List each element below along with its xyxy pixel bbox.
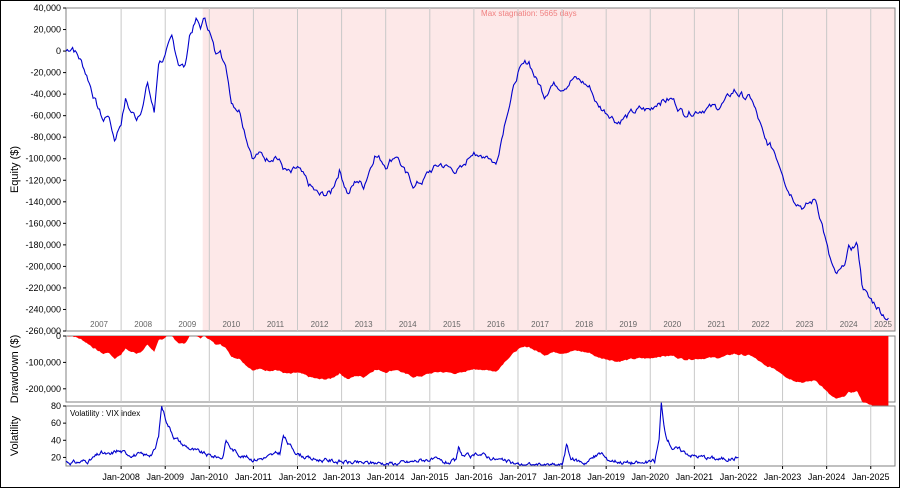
y-axis-label: Drawdown ($): [9, 335, 21, 403]
year-label: 2022: [752, 320, 770, 329]
y-tick-label: 20: [51, 452, 61, 462]
year-label: 2012: [311, 320, 329, 329]
year-label: 2020: [663, 320, 681, 329]
x-tick-label: Jan-2014: [367, 472, 405, 482]
y-tick-label: -120,000: [25, 175, 61, 185]
x-tick-label: Jan-2025: [852, 472, 890, 482]
y-tick-label: 60: [51, 418, 61, 428]
x-tick-label: Jan-2012: [279, 472, 317, 482]
year-label: 2011: [267, 320, 285, 329]
y-tick-label: -40,000: [30, 89, 61, 99]
stagnation-region: [202, 8, 895, 331]
year-label: 2025: [874, 320, 892, 329]
x-tick-label: Jan-2022: [720, 472, 758, 482]
y-tick-label: -260,000: [25, 326, 61, 336]
equity-line: [65, 16, 889, 321]
y-tick-label: -200,000: [25, 384, 61, 394]
y-tick-label: 0: [56, 46, 61, 56]
y-tick-label: -80,000: [30, 132, 61, 142]
x-tick-label: Jan-2011: [235, 472, 272, 482]
y-tick-label: -100,000: [25, 357, 61, 367]
volatility-line: [65, 402, 739, 467]
y-axis-label: Volatility: [9, 415, 21, 456]
y-tick-label: 20,000: [33, 25, 61, 35]
x-tick-label: Jan-2018: [543, 472, 581, 482]
x-tick-label: Jan-2010: [191, 472, 229, 482]
year-label: 2023: [796, 320, 814, 329]
stagnation-label: Max stagnation: 5665 days: [481, 9, 577, 18]
year-label: 2009: [178, 320, 196, 329]
y-tick-label: -60,000: [30, 111, 61, 121]
x-tick-label: Jan-2009: [146, 472, 184, 482]
x-tick-label: Jan-2017: [499, 472, 537, 482]
x-tick-label: Jan-2019: [587, 472, 625, 482]
year-label: 2008: [134, 320, 152, 329]
year-label: 2018: [575, 320, 593, 329]
y-tick-label: -220,000: [25, 283, 61, 293]
year-label: 2024: [840, 320, 858, 329]
y-tick-label: -20,000: [30, 68, 61, 78]
x-tick-label: Jan-2024: [808, 472, 846, 482]
drawdown-area: [66, 336, 889, 410]
y-axis-label: Equity ($): [9, 146, 21, 193]
x-tick-label: Jan-2020: [632, 472, 670, 482]
y-tick-label: 40: [51, 435, 61, 445]
year-label: 2013: [355, 320, 373, 329]
year-label: 2016: [487, 320, 505, 329]
x-tick-label: Jan-2015: [411, 472, 449, 482]
year-label: 2021: [708, 320, 726, 329]
y-tick-label: -160,000: [25, 218, 61, 228]
x-tick-label: Jan-2016: [455, 472, 493, 482]
year-label: 2014: [399, 320, 417, 329]
year-label: 2015: [443, 320, 461, 329]
y-tick-label: -100,000: [25, 154, 61, 164]
y-tick-label: -180,000: [25, 240, 61, 250]
x-tick-label: Jan-2021: [676, 472, 714, 482]
volatility-panel: [65, 405, 896, 467]
y-tick-label: 80: [51, 401, 61, 411]
y-tick-label: -200,000: [25, 261, 61, 271]
y-tick-label: 40,000: [33, 3, 61, 13]
volatility-legend: Volatility : VIX index: [70, 409, 140, 418]
year-label: 2017: [531, 320, 549, 329]
year-label: 2019: [619, 320, 637, 329]
y-tick-label: -140,000: [25, 197, 61, 207]
x-tick-label: Jan-2023: [764, 472, 802, 482]
y-tick-label: 0: [56, 331, 61, 341]
x-tick-label: Jan-2008: [102, 472, 140, 482]
year-label: 2010: [222, 320, 240, 329]
x-tick-label: Jan-2013: [323, 472, 361, 482]
y-tick-label: -240,000: [25, 304, 61, 314]
year-label: 2007: [90, 320, 108, 329]
